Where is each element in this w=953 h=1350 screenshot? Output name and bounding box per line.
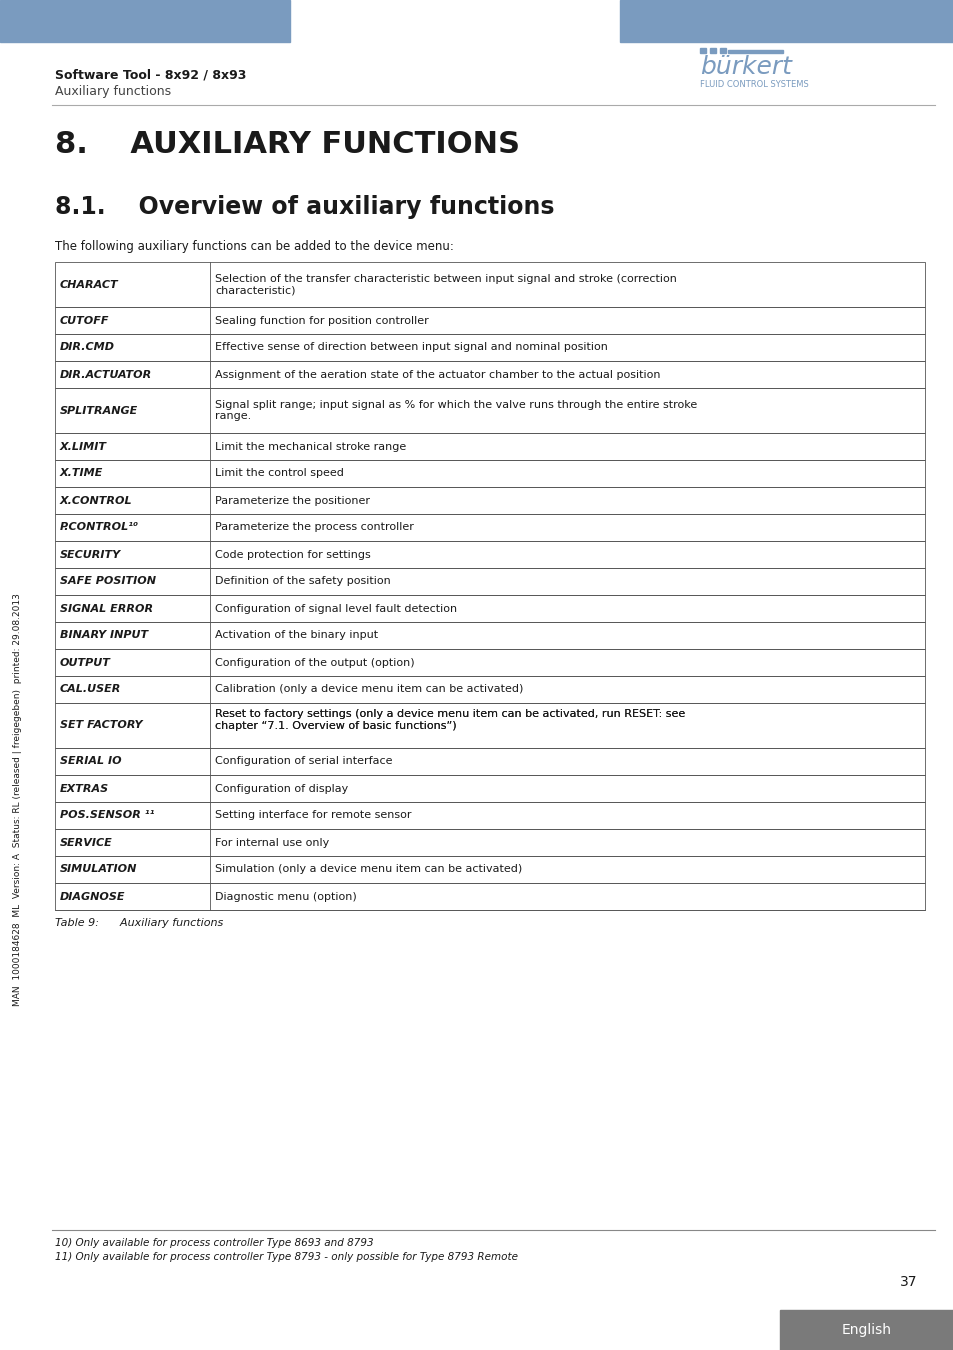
- Text: Configuration of serial interface: Configuration of serial interface: [214, 756, 392, 767]
- Text: bürkert: bürkert: [700, 55, 791, 80]
- Bar: [55, 595, 924, 622]
- Bar: [55, 262, 924, 306]
- Text: Auxiliary functions: Auxiliary functions: [55, 85, 171, 99]
- Bar: [55, 856, 924, 883]
- Bar: [55, 703, 924, 748]
- Bar: [55, 360, 924, 387]
- Text: Selection of the transfer characteristic between input signal and stroke (correc: Selection of the transfer characteristic…: [214, 274, 677, 296]
- Text: P.CONTROL¹⁰: P.CONTROL¹⁰: [60, 522, 139, 532]
- Bar: [0, 0, 290, 42]
- Bar: [700, 49, 705, 53]
- Bar: [55, 541, 924, 568]
- Text: Setting interface for remote sensor: Setting interface for remote sensor: [214, 810, 411, 821]
- Text: CHARACT: CHARACT: [60, 279, 118, 289]
- Text: SPLITRANGE: SPLITRANGE: [60, 405, 138, 416]
- Text: BINARY INPUT: BINARY INPUT: [60, 630, 148, 640]
- Text: SIGNAL ERROR: SIGNAL ERROR: [60, 603, 153, 613]
- Text: DIR.CMD: DIR.CMD: [60, 343, 115, 352]
- Text: OUTPUT: OUTPUT: [60, 657, 111, 667]
- Bar: [55, 487, 924, 514]
- Text: CAL.USER: CAL.USER: [60, 684, 121, 694]
- Bar: [55, 748, 924, 775]
- Text: Configuration of the output (option): Configuration of the output (option): [214, 657, 415, 667]
- Bar: [55, 829, 924, 856]
- Text: Software Tool - 8x92 / 8x93: Software Tool - 8x92 / 8x93: [55, 68, 246, 81]
- Bar: [720, 49, 725, 53]
- Text: Simulation (only a device menu item can be activated): Simulation (only a device menu item can …: [214, 864, 521, 875]
- Text: Code protection for settings: Code protection for settings: [214, 549, 371, 559]
- Text: Table 9:      Auxiliary functions: Table 9: Auxiliary functions: [55, 918, 223, 927]
- Bar: [619, 0, 953, 42]
- Text: Configuration of signal level fault detection: Configuration of signal level fault dete…: [214, 603, 456, 613]
- Text: Limit the mechanical stroke range: Limit the mechanical stroke range: [214, 441, 406, 451]
- Text: MAN  1000184628  ML  Version: A  Status: RL (released | freigegeben)  printed: 2: MAN 1000184628 ML Version: A Status: RL …: [13, 594, 23, 1007]
- Text: X.CONTROL: X.CONTROL: [60, 495, 132, 505]
- Text: POS.SENSOR ¹¹: POS.SENSOR ¹¹: [60, 810, 154, 821]
- Text: X.LIMIT: X.LIMIT: [60, 441, 107, 451]
- Bar: [55, 802, 924, 829]
- Text: English: English: [841, 1323, 891, 1336]
- Text: Signal split range; input signal as % for which the valve runs through the entir: Signal split range; input signal as % fo…: [214, 400, 697, 421]
- Text: SERVICE: SERVICE: [60, 837, 112, 848]
- Text: Parameterize the process controller: Parameterize the process controller: [214, 522, 414, 532]
- Text: SIMULATION: SIMULATION: [60, 864, 137, 875]
- Text: FLUID CONTROL SYSTEMS: FLUID CONTROL SYSTEMS: [700, 80, 808, 89]
- Text: 8.1.    Overview of auxiliary functions: 8.1. Overview of auxiliary functions: [55, 194, 554, 219]
- Bar: [55, 333, 924, 360]
- Text: DIR.ACTUATOR: DIR.ACTUATOR: [60, 370, 152, 379]
- Text: Calibration (only a device menu item can be activated): Calibration (only a device menu item can…: [214, 684, 523, 694]
- Text: X.TIME: X.TIME: [60, 468, 103, 478]
- Text: Reset to factory settings (only a device menu item can be activated, run RESET: : Reset to factory settings (only a device…: [214, 709, 684, 730]
- Bar: [55, 649, 924, 676]
- Bar: [55, 387, 924, 433]
- Text: For internal use only: For internal use only: [214, 837, 329, 848]
- Text: Parameterize the positioner: Parameterize the positioner: [214, 495, 370, 505]
- Text: 37: 37: [899, 1274, 917, 1289]
- Text: EXTRAS: EXTRAS: [60, 783, 109, 794]
- Text: SET FACTORY: SET FACTORY: [60, 721, 142, 730]
- Text: 10) Only available for process controller Type 8693 and 8793: 10) Only available for process controlle…: [55, 1238, 374, 1247]
- Bar: [55, 883, 924, 910]
- Bar: [55, 306, 924, 333]
- Bar: [55, 676, 924, 703]
- Bar: [727, 50, 782, 53]
- Bar: [780, 1310, 953, 1350]
- Text: Assignment of the aeration state of the actuator chamber to the actual position: Assignment of the aeration state of the …: [214, 370, 659, 379]
- Text: 8.    AUXILIARY FUNCTIONS: 8. AUXILIARY FUNCTIONS: [55, 130, 519, 159]
- Text: Effective sense of direction between input signal and nominal position: Effective sense of direction between inp…: [214, 343, 607, 352]
- Text: The following auxiliary functions can be added to the device menu:: The following auxiliary functions can be…: [55, 240, 454, 252]
- Text: Activation of the binary input: Activation of the binary input: [214, 630, 377, 640]
- Bar: [55, 568, 924, 595]
- Text: SERIAL IO: SERIAL IO: [60, 756, 121, 767]
- Bar: [55, 514, 924, 541]
- Text: Limit the control speed: Limit the control speed: [214, 468, 343, 478]
- Text: Definition of the safety position: Definition of the safety position: [214, 576, 391, 586]
- Text: SECURITY: SECURITY: [60, 549, 121, 559]
- Bar: [55, 460, 924, 487]
- Bar: [55, 622, 924, 649]
- Text: 11) Only available for process controller Type 8793 - only possible for Type 879: 11) Only available for process controlle…: [55, 1251, 517, 1262]
- Text: Configuration of display: Configuration of display: [214, 783, 348, 794]
- Bar: [709, 49, 716, 53]
- Text: Reset to factory settings (only a device menu item can be activated, run RESET: : Reset to factory settings (only a device…: [214, 709, 684, 730]
- Text: Sealing function for position controller: Sealing function for position controller: [214, 316, 428, 325]
- Bar: [55, 433, 924, 460]
- Text: SAFE POSITION: SAFE POSITION: [60, 576, 156, 586]
- Text: CUTOFF: CUTOFF: [60, 316, 110, 325]
- Text: Diagnostic menu (option): Diagnostic menu (option): [214, 891, 356, 902]
- Text: DIAGNOSE: DIAGNOSE: [60, 891, 126, 902]
- Bar: [55, 775, 924, 802]
